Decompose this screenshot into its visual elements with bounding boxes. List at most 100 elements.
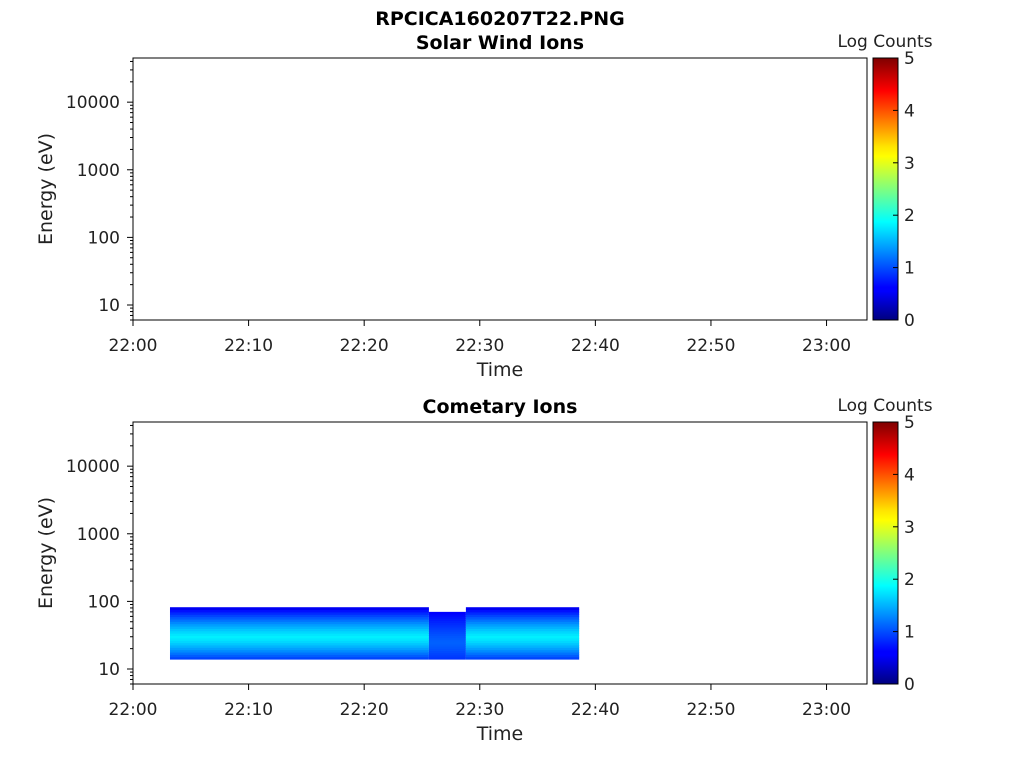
heatmap-cell bbox=[465, 616, 580, 620]
colorbar-tick-label: 3 bbox=[904, 154, 915, 174]
heatmap-cell bbox=[428, 635, 466, 639]
heatmap-cell bbox=[169, 611, 429, 615]
heatmap-cell bbox=[428, 639, 466, 643]
x-tick-label: 22:50 bbox=[686, 336, 735, 356]
heatmap-cell bbox=[465, 649, 580, 653]
x-tick-label: 22:20 bbox=[340, 700, 389, 720]
heatmap-cell bbox=[169, 626, 429, 629]
x-tick-label: 22:50 bbox=[686, 700, 735, 720]
heatmap-cell bbox=[465, 614, 580, 618]
y-axis: 10 100 1000 10000 bbox=[66, 424, 133, 685]
colorbar-tick-label: 3 bbox=[904, 518, 915, 538]
heatmap-cell bbox=[465, 635, 580, 639]
heatmap-cell bbox=[169, 637, 429, 641]
heatmap-cell bbox=[428, 656, 466, 660]
colorbar-ticks: 0 1 2 3 4 5 bbox=[893, 49, 915, 331]
heatmap-layer bbox=[169, 607, 580, 660]
figure-title: RPCICA160207T22.PNG bbox=[375, 8, 625, 30]
heatmap-cell bbox=[169, 652, 429, 655]
heatmap-cell bbox=[465, 611, 580, 615]
y-tick-label: 10000 bbox=[66, 93, 120, 113]
heatmap-cell bbox=[465, 633, 580, 637]
x-axis-label: Time bbox=[476, 723, 524, 745]
colorbar-tick-label: 2 bbox=[904, 570, 915, 590]
x-tick-label: 23:00 bbox=[802, 700, 851, 720]
heatmap-cell bbox=[465, 623, 580, 627]
heatmap-cell bbox=[428, 620, 466, 624]
colorbar-tick-label: 1 bbox=[904, 623, 915, 643]
y-tick-label: 100 bbox=[88, 228, 120, 248]
heatmap-cell bbox=[169, 654, 429, 658]
heatmap-cell bbox=[428, 616, 466, 619]
heatmap-cell bbox=[169, 614, 429, 618]
heatmap-cell bbox=[169, 633, 429, 637]
heatmap-cell bbox=[428, 637, 466, 641]
heatmap-cell bbox=[169, 647, 429, 651]
panel-cometary: Cometary Ions 22:00 22:10 22:20 22:30 22:40 2… bbox=[35, 396, 933, 745]
heatmap-cell bbox=[428, 626, 466, 630]
y-tick-label: 100 bbox=[88, 592, 120, 612]
heatmap-cell bbox=[428, 650, 466, 654]
colorbar-tick-label: 5 bbox=[904, 49, 915, 69]
y-tick-label: 10000 bbox=[66, 457, 120, 477]
heatmap-cell bbox=[169, 642, 429, 646]
heatmap-cell bbox=[465, 652, 580, 655]
heatmap-cell bbox=[465, 630, 580, 634]
colorbar-tick-label: 5 bbox=[904, 413, 915, 433]
heatmap-cell bbox=[169, 640, 429, 644]
x-tick-label: 23:00 bbox=[802, 336, 851, 356]
colorbar bbox=[872, 57, 899, 321]
heatmap-cell bbox=[169, 609, 429, 613]
y-axis-label: Energy (eV) bbox=[35, 497, 57, 609]
heatmap-cell bbox=[465, 628, 580, 632]
y-tick-label: 10 bbox=[98, 296, 120, 316]
heatmap-cell bbox=[428, 633, 466, 636]
heatmap-cell bbox=[428, 614, 466, 617]
heatmap-cell bbox=[428, 631, 466, 634]
heatmap-cell bbox=[428, 641, 466, 645]
x-tick-label: 22:40 bbox=[571, 700, 620, 720]
heatmap-cell bbox=[169, 649, 429, 653]
x-tick-label: 22:10 bbox=[224, 700, 273, 720]
heatmap-cell bbox=[465, 609, 580, 613]
heatmap-cell bbox=[465, 607, 580, 611]
heatmap-cell bbox=[428, 629, 466, 632]
colorbar-tick-label: 2 bbox=[904, 206, 915, 226]
heatmap-cell bbox=[465, 656, 580, 660]
y-tick-label: 1000 bbox=[77, 161, 120, 181]
heatmap-cell bbox=[169, 607, 429, 611]
heatmap-cell bbox=[428, 644, 466, 647]
plot-area bbox=[132, 57, 868, 321]
heatmap-cell bbox=[465, 647, 580, 651]
colorbar-label: Log Counts bbox=[837, 396, 932, 416]
y-axis-label: Energy (eV) bbox=[35, 133, 57, 245]
x-axis: 22:00 22:10 22:20 22:30 22:40 22:50 23:00 bbox=[109, 319, 867, 356]
heatmap-cell bbox=[428, 622, 466, 626]
heatmap-cell bbox=[169, 635, 429, 639]
x-axis: 22:00 22:10 22:20 22:30 22:40 22:50 23:00 bbox=[109, 683, 867, 720]
colorbar-tick-label: 1 bbox=[904, 259, 915, 279]
x-tick-label: 22:40 bbox=[571, 336, 620, 356]
heatmap-cell bbox=[169, 616, 429, 620]
panel-solar-wind: Solar Wind Ions 22:00 22:10 22:20 22:30 22:4… bbox=[35, 32, 933, 381]
heatmap-cell bbox=[169, 623, 429, 627]
heatmap-cell bbox=[428, 646, 466, 649]
heatmap-cell bbox=[465, 642, 580, 646]
colorbar-tick-label: 4 bbox=[904, 101, 915, 121]
x-tick-label: 22:20 bbox=[340, 336, 389, 356]
heatmap-cell bbox=[169, 644, 429, 648]
x-tick-label: 22:00 bbox=[109, 336, 158, 356]
colorbar-ticks: 0 1 2 3 4 5 bbox=[893, 413, 915, 695]
panel-title: Cometary Ions bbox=[423, 396, 578, 418]
heatmap-cell bbox=[169, 621, 429, 625]
x-tick-label: 22:30 bbox=[455, 336, 504, 356]
heatmap-cell bbox=[428, 624, 466, 628]
heatmap-cell bbox=[465, 640, 580, 644]
heatmap-cell bbox=[428, 648, 466, 652]
y-tick-label: 1000 bbox=[77, 525, 120, 545]
x-tick-label: 22:30 bbox=[455, 700, 504, 720]
heatmap-cell bbox=[428, 654, 466, 658]
colorbar-tick-label: 0 bbox=[904, 311, 915, 331]
x-tick-label: 22:10 bbox=[224, 336, 273, 356]
